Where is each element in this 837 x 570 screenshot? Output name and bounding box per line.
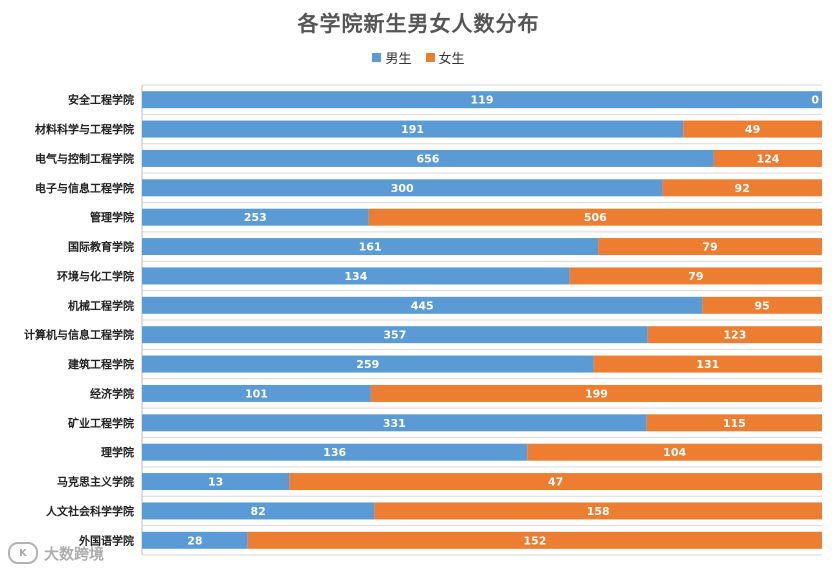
data-label-male: 300 [391,182,414,195]
legend-item-male: 男生 [372,48,412,67]
bar-female [368,208,822,226]
legend-item-female: 女生 [425,48,465,67]
data-label-male: 136 [323,446,346,459]
category-label: 理学院 [101,445,134,459]
data-label-female: 47 [548,476,563,489]
data-label-male: 191 [401,123,424,136]
category-label: 人文社会科学学院 [46,504,134,518]
data-label-female: 49 [745,123,760,136]
watermark-logo-icon: K [8,542,38,564]
chart-title: 各学院新生男女人数分布 [297,12,540,36]
bar-male [142,149,714,167]
data-label-female: 506 [584,211,607,224]
bar-female [527,443,822,461]
category-label: 国际教育学院 [68,240,134,254]
data-label-male: 119 [471,94,494,107]
bar-female [569,267,822,285]
data-label-female: 124 [756,152,779,165]
bar-male [142,326,648,344]
legend-swatch-male [372,53,382,62]
bar-male [142,91,822,109]
bar-female [647,326,822,344]
data-label-male: 28 [187,534,202,547]
bar-female [646,414,822,432]
bar-female [289,473,822,491]
bar-male [142,179,663,197]
bar-male [142,502,375,520]
bar-male [142,208,369,226]
bar-female [702,296,822,314]
category-label: 电子与信息工程学院 [35,181,134,195]
bar-female [713,149,822,167]
data-label-male: 161 [359,241,382,254]
category-label: 外国语学院 [78,533,134,547]
data-label-male: 259 [356,358,379,371]
bar-male [142,296,703,314]
data-label-male: 13 [208,476,223,489]
data-label-female: 0 [811,94,819,107]
category-label: 矿业工程学院 [68,416,134,430]
bar-female [247,531,822,549]
data-label-female: 79 [702,241,717,254]
watermark: K 大数跨境 [8,542,104,564]
data-label-male: 101 [245,387,268,400]
data-label-male: 134 [344,270,367,283]
data-label-female: 152 [523,534,546,547]
category-label: 电气与控制工程学院 [35,151,134,165]
bar-male [142,267,570,285]
bar-female [370,384,822,402]
legend-label-male: 男生 [385,52,412,67]
category-label: 材料科学与工程学院 [35,122,134,136]
category-label: 安全工程学院 [68,93,134,107]
category-label: 建筑工程学院 [68,357,134,371]
data-label-female: 79 [688,270,703,283]
data-label-female: 123 [723,329,746,342]
bar-female [593,355,822,373]
legend-swatch-female [425,53,435,62]
bar-male [142,531,248,549]
data-label-female: 115 [723,417,746,430]
legend-label-female: 女生 [438,52,465,67]
category-label: 环境与化工学院 [57,269,134,283]
category-label: 管理学院 [90,210,134,224]
data-label-female: 104 [663,446,686,459]
bar-female [662,179,822,197]
watermark-text: 大数跨境 [44,544,105,563]
bar-male [142,443,528,461]
data-label-female: 92 [735,182,750,195]
data-label-female: 158 [587,505,610,518]
bar-female [683,120,822,138]
bar-male [142,473,290,491]
data-label-male: 253 [244,211,267,224]
data-label-male: 331 [383,417,406,430]
data-label-male: 445 [411,299,434,312]
category-label: 机械工程学院 [68,298,134,312]
category-label: 经济学院 [90,386,134,400]
bar-male [142,355,594,373]
category-label: 计算机与信息工程学院 [24,328,134,342]
data-label-male: 82 [251,505,266,518]
bar-male [142,384,371,402]
category-label: 马克思主义学院 [57,475,134,489]
bar-male [142,414,647,432]
data-label-female: 131 [696,358,719,371]
data-label-female: 199 [585,387,608,400]
data-label-female: 95 [755,299,770,312]
bar-male [142,238,599,256]
bar-female [598,238,822,256]
bar-male [142,120,684,138]
legend: 男生 女生 [0,48,837,67]
bar-female [374,502,822,520]
data-label-male: 656 [416,152,439,165]
data-label-male: 357 [383,329,406,342]
